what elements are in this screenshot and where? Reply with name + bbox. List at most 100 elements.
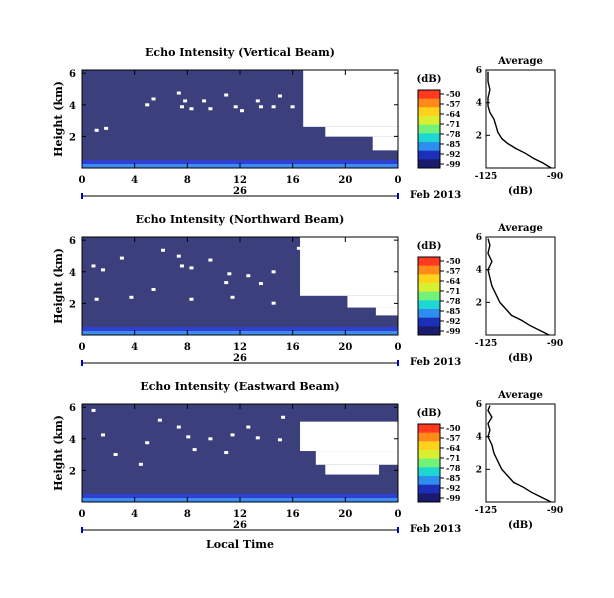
no-echo-gap — [233, 105, 238, 109]
colorbar-tick-label: -57 — [446, 433, 460, 443]
no-echo-gap — [227, 272, 232, 276]
no-echo-region — [375, 307, 398, 316]
colorbar-swatch — [418, 326, 440, 336]
no-echo-gap — [189, 266, 194, 270]
no-echo-gap — [208, 107, 213, 111]
no-echo-gap — [255, 99, 260, 103]
date-day: 26 — [233, 186, 247, 197]
colorbar-swatch — [418, 124, 440, 134]
no-echo-gap — [94, 128, 99, 132]
no-echo-gap — [145, 103, 150, 107]
no-echo-gap — [91, 264, 96, 268]
colorbar-swatch — [418, 300, 440, 310]
no-echo-region — [372, 136, 398, 151]
y-axis-label: Height (km) — [52, 81, 65, 157]
x-tick-label: 4 — [131, 342, 138, 353]
profile-x-tick-label: -90 — [547, 506, 563, 516]
no-echo-gap — [240, 109, 244, 113]
colorbar-swatch — [418, 309, 440, 319]
y-tick-label: 2 — [69, 299, 76, 310]
no-echo-gap — [277, 94, 282, 98]
profile-x-tick-label: -125 — [475, 339, 498, 349]
profile-y-tick-label: 2 — [476, 465, 482, 475]
colorbar-swatch — [418, 274, 440, 284]
no-echo-gap — [145, 441, 150, 445]
colorbar-unit: (dB) — [417, 408, 442, 419]
no-echo-gap — [258, 282, 263, 286]
no-echo-gap — [104, 126, 109, 130]
no-echo-gap — [246, 274, 251, 278]
no-echo-gap — [189, 297, 194, 301]
y-tick-label: 4 — [69, 101, 76, 112]
profile-x-tick-label: -125 — [475, 172, 498, 182]
x-tick-label: 8 — [184, 175, 191, 186]
no-echo-gap — [183, 99, 188, 103]
no-echo-gap — [151, 97, 156, 101]
colorbar-tick-label: -85 — [446, 139, 460, 149]
profile-x-tick-label: -125 — [475, 506, 498, 516]
x-tick-label: 0 — [395, 342, 402, 353]
colorbar-tick-label: -92 — [446, 483, 460, 493]
profile-x-label: (dB) — [508, 520, 533, 531]
no-echo-gap — [176, 254, 181, 258]
colorbar-swatch — [418, 291, 440, 301]
panel-title: Echo Intensity (Vertical Beam) — [145, 46, 335, 59]
x-tick-label: 0 — [79, 509, 86, 520]
no-echo-gap — [290, 105, 295, 109]
no-echo-gap — [151, 287, 156, 291]
profile-y-tick-label: 6 — [476, 400, 482, 410]
y-tick-label: 4 — [69, 268, 76, 279]
profile-y-tick-label: 6 — [476, 66, 482, 76]
no-echo-gap — [100, 433, 105, 437]
no-echo-gap — [224, 451, 229, 455]
no-echo-gap — [176, 425, 181, 429]
colorbar-swatch — [418, 133, 440, 143]
colorbar-tick-label: -78 — [446, 463, 461, 473]
profile-title: Average — [497, 390, 543, 401]
date-month-year: Feb 2013 — [410, 190, 461, 201]
no-echo-gap — [100, 268, 105, 272]
x-axis-label: Local Time — [206, 538, 274, 551]
colorbar-swatch — [418, 150, 440, 160]
panel-title: Echo Intensity (Eastward Beam) — [140, 380, 339, 393]
no-echo-gap — [157, 418, 162, 422]
no-echo-gap — [277, 438, 282, 442]
no-echo-region — [303, 70, 398, 127]
no-echo-gap — [255, 436, 260, 440]
colorbar-swatch — [418, 476, 440, 486]
date-day: 26 — [233, 353, 247, 364]
no-echo-gap — [271, 270, 276, 274]
colorbar-swatch — [418, 458, 440, 468]
no-echo-gap — [230, 433, 235, 437]
date-month-year: Feb 2013 — [410, 357, 461, 368]
colorbar-swatch — [418, 142, 440, 152]
colorbar-swatch — [418, 265, 440, 275]
profile-title: Average — [497, 56, 543, 67]
date-month-year: Feb 2013 — [410, 524, 461, 535]
colorbar-tick-label: -71 — [446, 453, 460, 463]
colorbar-swatch — [418, 432, 440, 442]
colorbar-swatch — [418, 493, 440, 503]
no-echo-gap — [224, 281, 229, 285]
colorbar-swatch — [418, 450, 440, 460]
profile-line — [487, 238, 550, 336]
colorbar-tick-label: -64 — [446, 109, 461, 119]
colorbar-tick-label: -50 — [446, 256, 461, 266]
no-echo-gap — [179, 105, 184, 109]
x-tick-label: 20 — [338, 509, 352, 520]
colorbar-swatch — [418, 424, 440, 434]
no-echo-gap — [224, 93, 229, 97]
colorbar-tick-label: -92 — [446, 149, 460, 159]
profile-title: Average — [497, 223, 543, 234]
colorbar-tick-label: -99 — [446, 326, 461, 336]
y-axis-label: Height (km) — [52, 248, 65, 324]
y-tick-label: 4 — [69, 435, 76, 446]
colorbar-tick-label: -50 — [446, 423, 461, 433]
colorbar-tick-label: -92 — [446, 316, 460, 326]
colorbar-swatch — [418, 90, 440, 100]
no-echo-region — [315, 451, 398, 465]
no-echo-gap — [382, 74, 387, 78]
profile-y-tick-label: 6 — [476, 233, 482, 243]
colorbar-tick-label: -78 — [446, 129, 461, 139]
